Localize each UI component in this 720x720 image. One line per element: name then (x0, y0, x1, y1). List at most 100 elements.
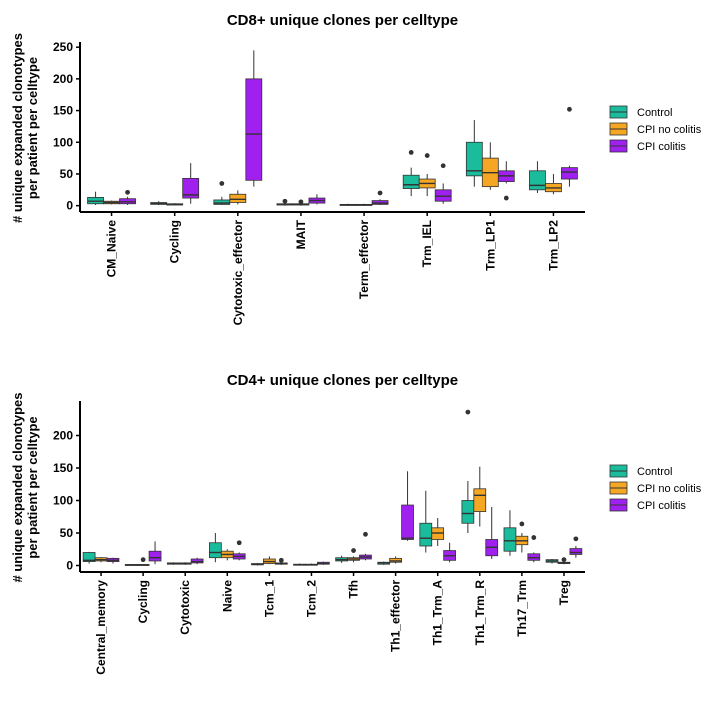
box-cpi-colitis-central_memory (106, 557, 120, 564)
x-tick-label: Trm_IEL (420, 220, 434, 267)
legend-label: CPI colitis (637, 141, 686, 153)
box-cpi-colitis-mait (308, 194, 326, 205)
box-cpi-no-colitis-trm_lp1 (481, 142, 499, 190)
outlier-point (503, 195, 509, 201)
x-tick-label: Th1_Trm_R (473, 580, 487, 646)
box-rect (419, 522, 433, 547)
x-tick-label: Th17_Trm (515, 580, 529, 637)
box-cpi-no-colitis-treg (557, 557, 571, 565)
x-tick-label: Th1_effector (389, 580, 403, 652)
y-tick-label: 100 (53, 494, 73, 508)
box-control-term_effector (339, 203, 357, 206)
box-rect (529, 170, 546, 191)
x-tick-label: Treg (557, 580, 571, 605)
legend-label: Control (637, 466, 672, 478)
outlier-point (351, 548, 356, 553)
box-cpi-no-colitis-tfh (347, 548, 360, 563)
x-tick-label: Cytotoxic_effector (231, 220, 245, 326)
chart-title: CD4+ unique clones per celltype (227, 372, 458, 389)
outlier-point (140, 557, 146, 563)
box-cpi-no-colitis-cycling (166, 203, 184, 206)
x-tick-label: Cycling (136, 580, 150, 623)
y-tick-label: 250 (53, 40, 73, 54)
box-control-trm_lp1 (465, 120, 483, 187)
x-tick-label: Cytotoxic (178, 580, 192, 635)
box-cpi-colitis-trm_iel (434, 163, 452, 204)
box-cpi-colitis-tcm_2 (317, 561, 330, 565)
outlier-point (298, 199, 304, 205)
outlier-point (440, 163, 446, 169)
box-cpi-no-colitis-term_effector (355, 203, 373, 206)
box-control-trm_iel (402, 150, 420, 197)
legend-item-cpi-colitis: CPI colitis (609, 139, 686, 153)
y-axis-label-line1: # unique expanded clonotypes (10, 33, 25, 223)
x-tick-label: Naive (220, 580, 234, 612)
box-cpi-no-colitis-cytotoxic_effector (229, 190, 247, 205)
y-tick-label: 200 (53, 429, 73, 443)
box-control-tcm_2 (293, 563, 306, 566)
box-control-cytotoxic_effector (213, 181, 231, 206)
box-cpi-colitis-cycling (148, 541, 162, 565)
box-cpi-no-colitis-th17_trm (515, 521, 529, 553)
box-cpi-colitis-term_effector (371, 190, 389, 206)
box-rect (148, 550, 162, 562)
box-cpi-colitis-th1_trm_r (485, 507, 499, 559)
outlier-point (282, 198, 288, 204)
box-rect (229, 193, 247, 203)
outlier-point (408, 150, 414, 155)
legend-label: CPI colitis (637, 500, 686, 512)
box-control-central_memory (82, 551, 96, 564)
box-cpi-no-colitis-naive (220, 549, 234, 561)
outlier-point (377, 190, 383, 196)
box-cpi-no-colitis-trm_lp2 (545, 173, 562, 195)
box-cpi-no-colitis-th1_trm_a (431, 518, 445, 546)
box-cpi-colitis-trm_lp1 (497, 161, 515, 201)
box-control-treg (545, 559, 559, 564)
box-control-naive (209, 533, 222, 563)
box-cpi-colitis-naive (232, 540, 246, 561)
legend-item-cpi-no-colitis: CPI no colitis (609, 481, 702, 495)
box-rect (569, 548, 583, 555)
box-rect (461, 500, 475, 524)
box-control-mait (276, 198, 294, 206)
outlier-point (219, 181, 225, 186)
y-tick-label: 0 (66, 559, 73, 573)
box-cpi-no-colitis-th1_trm_r (473, 466, 487, 527)
box-rect (182, 177, 200, 199)
box-cpi-colitis-trm_lp2 (561, 106, 578, 187)
y-tick-label: 100 (53, 135, 73, 149)
x-tick-label: Trm_LP2 (546, 220, 560, 271)
box-cpi-colitis-tfh (359, 531, 372, 561)
y-tick-label: 200 (53, 72, 73, 86)
outlier-point (424, 153, 430, 158)
box-cpi-no-colitis-tcm_1 (263, 556, 276, 565)
legend-item-control: Control (609, 105, 672, 119)
y-axis-label-line2: per patient per celltype (25, 57, 40, 199)
box-cpi-colitis-cm_naive (119, 189, 136, 206)
box-rect (473, 488, 487, 512)
box-cpi-colitis-treg (569, 536, 583, 558)
box-cpi-colitis-cytotoxic (190, 557, 204, 565)
box-rect (401, 504, 414, 540)
box-cpi-no-colitis-mait (292, 199, 310, 206)
box-cpi-no-colitis-tcm_2 (305, 563, 318, 566)
outlier-point (363, 531, 368, 537)
cd4-chart: CD4+ unique clones per celltype # unique … (10, 372, 702, 675)
box-cpi-no-colitis-cycling (136, 557, 150, 566)
legend-item-cpi-colitis: CPI colitis (609, 498, 686, 512)
box-control-cytotoxic (166, 562, 180, 565)
box-control-cycling (150, 201, 168, 206)
x-tick-label: Th1_Trm_A (431, 580, 445, 646)
legend-item-control: Control (609, 464, 672, 478)
box-control-cm_naive (87, 191, 104, 206)
box-rect (561, 167, 578, 180)
box-rect (209, 542, 222, 559)
y-tick-label: 150 (53, 104, 73, 118)
legend-label: Control (637, 107, 672, 119)
y-axis-label-line1: # unique expanded clonotypes (10, 393, 25, 583)
box-control-trm_lp2 (529, 161, 546, 193)
legend-label: CPI no colitis (637, 124, 702, 136)
box-cpi-no-colitis-trm_iel (418, 153, 436, 197)
